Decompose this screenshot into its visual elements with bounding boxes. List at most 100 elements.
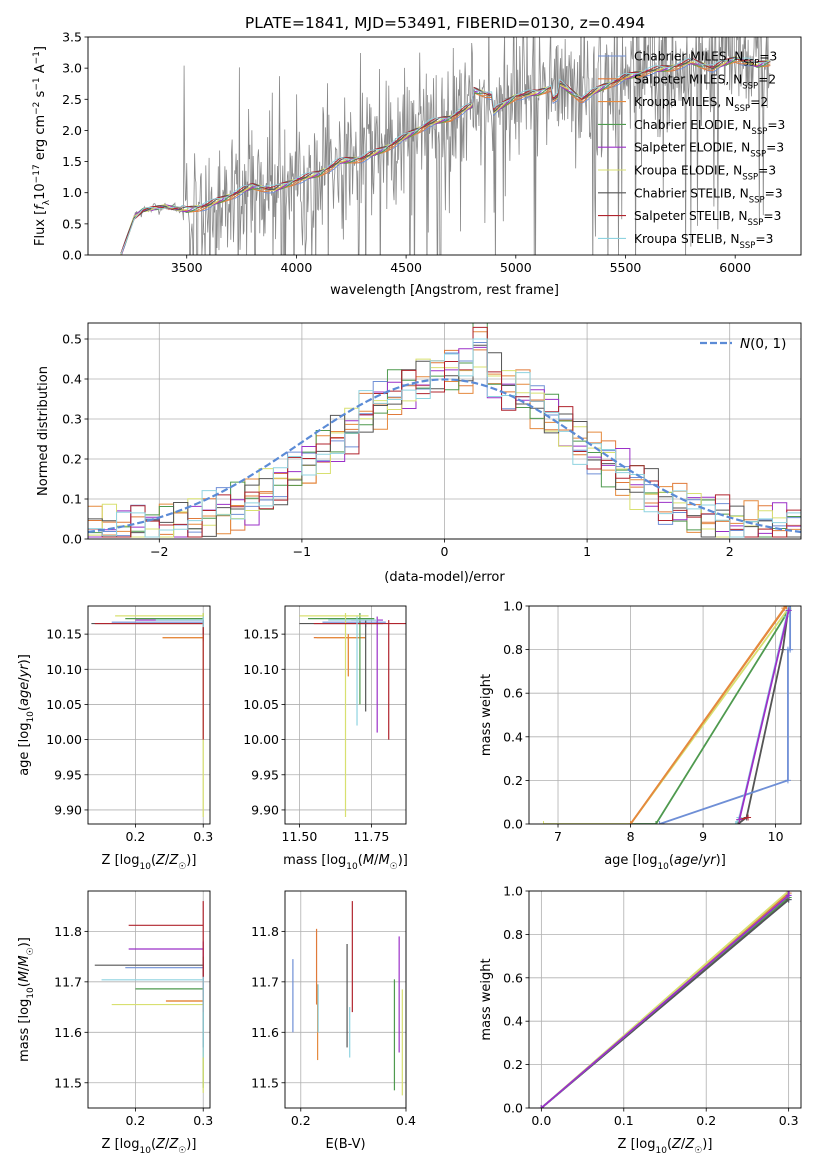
mass-weight-marker	[784, 777, 791, 784]
y-axis-label: mass weight	[479, 958, 494, 1040]
x-tick-label: 0.3	[193, 1113, 213, 1128]
panel-spectrum: 3500 4000 4500 5000 5500 6000 0.0 0.5 1.0 1.5 2.0 2…	[32, 30, 802, 298]
panels: 3500 4000 4500 5000 5500 6000 0.0 0.5 1.0 1.5 2.0 2…	[17, 30, 802, 1156]
y-tick-label: 0.8	[503, 927, 523, 942]
x-tick-label: 8	[627, 829, 635, 844]
panel-mass-Z: 0.2 0.3 11.5 11.6 11.7 11.8 Z [log10(Z/Z☉)] mas…	[17, 890, 213, 1156]
x-tick-label: 0.3	[779, 1113, 799, 1128]
y-tick-label: 10.15	[46, 627, 82, 642]
mass-weight-marker	[745, 814, 752, 821]
x-tick-label: 0.4	[396, 1113, 416, 1128]
y-tick-label: 10.10	[46, 662, 82, 677]
y-tick-label: 0.0	[503, 1101, 523, 1116]
x-tick-label: 2	[726, 544, 734, 559]
mass-weight-marker	[540, 821, 547, 824]
residual-histogram	[88, 338, 801, 538]
mass-weight-marker	[736, 816, 743, 823]
y-tick-label: 1.0	[503, 599, 523, 614]
x-axis-label: (data-model)/error	[384, 570, 505, 585]
mass-weight-marker	[787, 646, 794, 653]
y-tick-label: 11.8	[54, 924, 82, 939]
y-tick-label: 1.5	[62, 154, 82, 169]
x-tick-label: 3500	[171, 260, 203, 275]
panel-residuals: −2 −1 0 1 2 0.0 0.1 0.2 0.3 0.4 0.5 (data-model)/er…	[36, 322, 802, 585]
y-tick-label: 0.4	[503, 729, 523, 744]
x-tick-label: 0.2	[125, 829, 145, 844]
y-tick-label: 0.0	[62, 248, 82, 263]
x-tick-label: 0.2	[125, 1113, 145, 1128]
y-axis-label: age [log10(age/yr)]	[17, 654, 36, 776]
y-tick-label: 10.10	[243, 662, 279, 677]
y-tick-label: 1.0	[62, 185, 82, 200]
x-tick-label: 0.2	[696, 1113, 716, 1128]
legend: Chabrier MILES, NSSP=3 Salpeter MILES, NS…	[598, 50, 785, 251]
x-tick-label: 1	[583, 544, 591, 559]
y-tick-label: 11.6	[54, 1025, 82, 1040]
x-tick-label: 9	[699, 829, 707, 844]
y-tick-label: 3.0	[62, 61, 82, 76]
y-tick-label: 11.8	[251, 924, 279, 939]
y-tick-label: 11.5	[251, 1075, 279, 1090]
x-tick-label: 4500	[390, 260, 422, 275]
y-tick-label: 0.3	[62, 412, 82, 427]
model-spectrum-line	[120, 57, 771, 255]
mass-weight-marker	[734, 821, 741, 824]
y-tick-label: 0.2	[503, 773, 523, 788]
x-tick-label: 0.3	[193, 829, 213, 844]
x-tick-label: 5000	[500, 260, 532, 275]
mass-weight-marker	[656, 821, 663, 824]
plot-area	[538, 891, 792, 1108]
plot-area	[120, 37, 771, 255]
x-tick-label: −1	[293, 544, 311, 559]
mass-weight-marker	[781, 606, 788, 609]
y-axis-label: Normed distribution	[36, 366, 51, 496]
x-axis-label: age [log10(age/yr)]	[604, 853, 726, 872]
plot-area	[540, 606, 794, 824]
model-spectrum-line	[120, 57, 771, 254]
y-tick-label: 10.05	[46, 697, 82, 712]
panel-mass-EBV: 0.2 0.4 11.5 11.6 11.7 11.8 E(B-V)	[251, 890, 416, 1152]
x-tick-label: 7	[554, 829, 562, 844]
axes-frame	[87, 890, 211, 1109]
x-tick-label: 4000	[281, 260, 313, 275]
x-tick-label: 10	[768, 829, 784, 844]
axes-frame	[528, 605, 802, 825]
y-tick-label: 0.5	[62, 332, 82, 347]
y-tick-label: 10.05	[243, 697, 279, 712]
legend-entry: Kroupa MILES, NSSP=2	[634, 95, 768, 114]
y-tick-label: 9.95	[54, 767, 82, 782]
legend-entry: Salpeter STELIB, NSSP=3	[634, 209, 781, 228]
axes-frame	[284, 605, 407, 825]
x-axis-label: Z [log10(Z/Z☉)]	[618, 1137, 713, 1156]
y-tick-label: 9.90	[54, 802, 82, 817]
y-tick-label: 0.4	[503, 1014, 523, 1029]
plot-area	[94, 901, 204, 1093]
y-tick-label: 10.00	[243, 732, 279, 747]
x-axis-label: Z [log10(Z/Z☉)]	[102, 1137, 197, 1156]
legend-entry: Salpeter MILES, NSSP=2	[634, 72, 776, 91]
mass-weight-marker	[732, 821, 739, 824]
axes-frame	[284, 890, 407, 1109]
model-spectrum-line	[120, 58, 771, 255]
legend-entry: Chabrier ELODIE, NSSP=3	[634, 118, 785, 137]
panel-mass-weight-Z: 0.0 0.1 0.2 0.3 0.0 0.2 0.4 0.6 0.8 1.0 Z [log10(Z…	[479, 884, 802, 1156]
y-axis-label: Flux [fλ10−17 erg cm−2 s−1 A−1]	[32, 46, 52, 246]
mass-weight-line	[737, 606, 790, 824]
plot-area	[91, 613, 204, 817]
mass-weight-marker	[627, 821, 634, 824]
panel-age-Z: 0.2 0.3 9.90 9.95 10.00 10.05 10.10 10.15 Z [log…	[17, 605, 213, 872]
panel-mass-weight-age: 7 8 9 10 0.0 0.2 0.4 0.6 0.8 1.0 age [log10(age/yr…	[479, 599, 802, 872]
y-axis-label: mass [log10(M/M☉)]	[17, 937, 36, 1062]
x-axis-label: E(B-V)	[325, 1137, 365, 1152]
x-tick-label: 0	[441, 544, 449, 559]
y-tick-label: 11.6	[251, 1025, 279, 1040]
y-tick-label: 0.2	[62, 452, 82, 467]
legend-entry: Chabrier MILES, NSSP=3	[634, 50, 777, 69]
y-tick-label: 3.5	[62, 30, 82, 45]
y-tick-label: 0.8	[503, 642, 523, 657]
mass-weight-marker	[779, 646, 786, 653]
legend-entry: Kroupa STELIB, NSSP=3	[634, 232, 773, 251]
y-tick-label: 0.1	[62, 492, 82, 507]
mass-weight-marker	[652, 821, 659, 824]
